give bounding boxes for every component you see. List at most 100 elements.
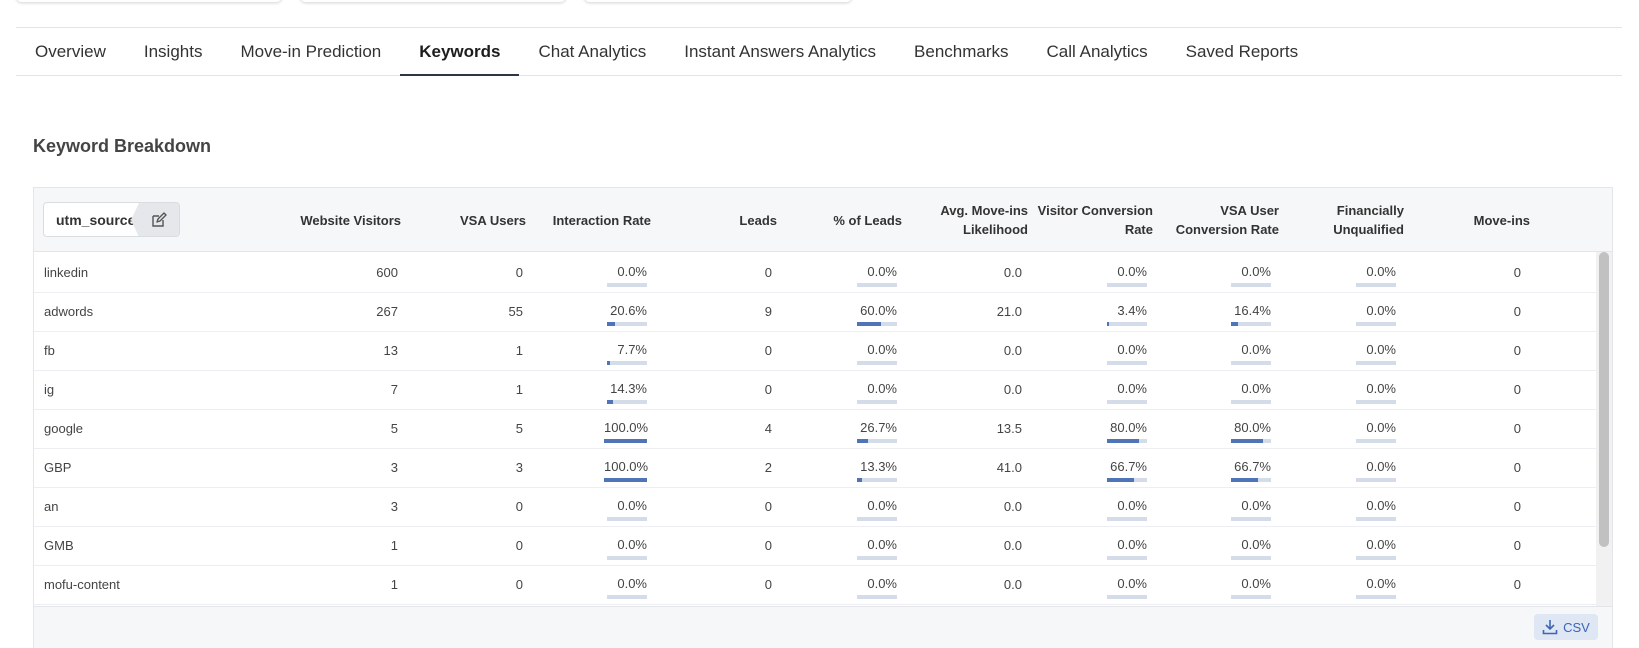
keyword-name: linkedin xyxy=(44,264,89,280)
rate-value: 7.7% xyxy=(617,342,647,357)
interaction-rate-cell: 7.7% xyxy=(607,330,647,370)
vsa-users-cell: 1 xyxy=(515,381,523,397)
rate-bar-track xyxy=(607,283,647,287)
rate-bar-fill xyxy=(1107,322,1109,326)
table-row[interactable]: fb 13 1 0 0.0 0 7.7% 0.0% 0.0% 0.0% 0.0% xyxy=(34,330,1597,371)
rate-bar-fill xyxy=(607,361,611,365)
column-header[interactable]: VSA User Conversion Rate xyxy=(1155,188,1279,252)
tab-keywords[interactable]: Keywords xyxy=(400,28,520,76)
table-row[interactable]: mofu-content 1 0 0 0.0 0 0.0% 0.0% 0.0% 0.0% 0.0% xyxy=(34,564,1597,605)
column-header[interactable]: Financially Unqualified xyxy=(1280,188,1404,252)
table-scrollbar[interactable] xyxy=(1596,252,1612,606)
avg-movein-cell: 0.0 xyxy=(1003,576,1022,592)
vsa-users-cell: 0 xyxy=(515,498,523,514)
rate-value: 0.0% xyxy=(1366,498,1396,513)
tab-benchmarks[interactable]: Benchmarks xyxy=(914,41,1009,61)
rate-bar-fill xyxy=(1231,322,1238,326)
table-footer: CSV xyxy=(34,606,1612,648)
avg-movein-cell: 13.5 xyxy=(996,420,1022,436)
avg-movein-cell: 0.0 xyxy=(1003,342,1022,358)
rate-bar-track xyxy=(1107,361,1147,365)
rate-bar-track xyxy=(857,595,897,599)
table-body[interactable]: linkedin 600 0 0 0.0 0 0.0% 0.0% 0.0% 0.0% 0.0% adw… xyxy=(34,252,1597,606)
rate-value: 16.4% xyxy=(1234,303,1271,318)
table-row[interactable]: GBP 3 3 2 41.0 0 100.0% 13.3% 66.7% 66.7% 0.0% xyxy=(34,447,1597,488)
financially-unqualified-cell: 0.0% xyxy=(1356,564,1396,604)
vsa-users-cell: 0 xyxy=(515,264,523,280)
column-header[interactable]: Move-ins xyxy=(1406,188,1530,252)
rate-value: 0.0% xyxy=(1241,381,1271,396)
pct-leads-cell: 60.0% xyxy=(857,291,897,331)
rate-bar-track xyxy=(607,556,647,560)
leads-cell: 0 xyxy=(764,264,772,280)
rate-value: 3.4% xyxy=(1117,303,1147,318)
rate-bar-track xyxy=(1107,556,1147,560)
move-ins-cell: 0 xyxy=(1513,264,1521,280)
financially-unqualified-cell: 0.0% xyxy=(1356,408,1396,448)
pct-leads-cell: 13.3% xyxy=(857,447,897,487)
tab-instant-answers-analytics[interactable]: Instant Answers Analytics xyxy=(684,41,877,61)
financially-unqualified-cell: 0.0% xyxy=(1356,447,1396,487)
rate-value: 0.0% xyxy=(1117,381,1147,396)
tab-chat-analytics[interactable]: Chat Analytics xyxy=(538,41,647,61)
column-header-line: Likelihood xyxy=(963,222,1028,237)
column-header[interactable]: Website Visitors xyxy=(277,188,401,252)
leads-cell: 0 xyxy=(764,381,772,397)
avg-movein-cell: 0.0 xyxy=(1003,537,1022,553)
rate-bar-track xyxy=(1107,400,1147,404)
column-header[interactable]: Leads xyxy=(653,188,777,252)
rate-bar-track xyxy=(1107,283,1147,287)
interaction-rate-cell: 0.0% xyxy=(607,486,647,526)
pct-leads-cell: 0.0% xyxy=(857,330,897,370)
tab-insights[interactable]: Insights xyxy=(143,41,203,61)
rate-bar-fill xyxy=(607,400,613,404)
rate-bar-track xyxy=(1356,517,1396,521)
column-header-label: Leads xyxy=(739,211,777,230)
column-header-line: Rate xyxy=(1124,222,1153,237)
rate-bar-track xyxy=(857,361,897,365)
column-header[interactable]: VSA Users xyxy=(402,188,526,252)
visitor-conversion-cell: 3.4% xyxy=(1107,291,1147,331)
csv-download-button[interactable]: CSV xyxy=(1534,614,1598,640)
move-ins-cell: 0 xyxy=(1513,537,1521,553)
edit-icon xyxy=(151,211,167,228)
table-row[interactable]: google 5 5 4 13.5 0 100.0% 26.7% 80.0% 80.0% 0.0% xyxy=(34,408,1597,449)
scrollbar-thumb[interactable] xyxy=(1599,252,1609,547)
table-row[interactable]: linkedin 600 0 0 0.0 0 0.0% 0.0% 0.0% 0.0% 0.0% xyxy=(34,252,1597,293)
rate-value: 0.0% xyxy=(1241,342,1271,357)
table-row[interactable]: GMB 1 0 0 0.0 0 0.0% 0.0% 0.0% 0.0% 0.0% xyxy=(34,525,1597,566)
vsa-conversion-cell: 80.0% xyxy=(1231,408,1271,448)
rate-bar-fill xyxy=(1231,478,1258,482)
rate-bar-track xyxy=(857,556,897,560)
tab-call-analytics[interactable]: Call Analytics xyxy=(1046,41,1148,61)
rate-bar-track xyxy=(857,283,897,287)
rate-value: 66.7% xyxy=(1234,459,1271,474)
dimension-selector[interactable]: utm_source xyxy=(43,202,180,237)
tab-overview[interactable]: Overview xyxy=(35,41,106,61)
summary-card xyxy=(16,0,282,2)
column-header[interactable]: Avg. Move-ins Likelihood xyxy=(904,188,1028,252)
column-header[interactable]: Interaction Rate xyxy=(527,188,651,252)
table-row[interactable]: adwords 267 55 9 21.0 0 20.6% 60.0% 3.4% 16.4% 0.0… xyxy=(34,291,1597,332)
rate-value: 0.0% xyxy=(617,498,647,513)
rate-bar-fill xyxy=(1231,439,1263,443)
rate-value: 0.0% xyxy=(1117,342,1147,357)
table-row[interactable]: ig 7 1 0 0.0 0 14.3% 0.0% 0.0% 0.0% 0.0% xyxy=(34,369,1597,410)
rate-bar-fill xyxy=(604,439,647,443)
table-row[interactable]: an 3 0 0 0.0 0 0.0% 0.0% 0.0% 0.0% 0.0% xyxy=(34,486,1597,527)
column-header[interactable]: Visitor Conversion Rate xyxy=(1029,188,1153,252)
column-header[interactable]: % of Leads xyxy=(778,188,902,252)
column-header-label: Move-ins xyxy=(1474,211,1530,230)
pct-leads-cell: 0.0% xyxy=(857,369,897,409)
pct-leads-cell: 0.0% xyxy=(857,564,897,604)
rate-bar-track xyxy=(1231,283,1271,287)
rate-value: 100.0% xyxy=(604,459,649,474)
leads-cell: 0 xyxy=(764,576,772,592)
tab-move-in-prediction[interactable]: Move-in Prediction xyxy=(240,41,382,61)
tab-saved-reports[interactable]: Saved Reports xyxy=(1185,41,1299,61)
rate-bar-track xyxy=(857,322,897,326)
column-header-label: VSA User Conversion Rate xyxy=(1176,201,1279,239)
column-header-line: Unqualified xyxy=(1333,222,1404,237)
table-header: utm_source Website Visitors VSA Users Inte… xyxy=(34,188,1612,252)
edit-dimension-button[interactable] xyxy=(131,203,179,236)
